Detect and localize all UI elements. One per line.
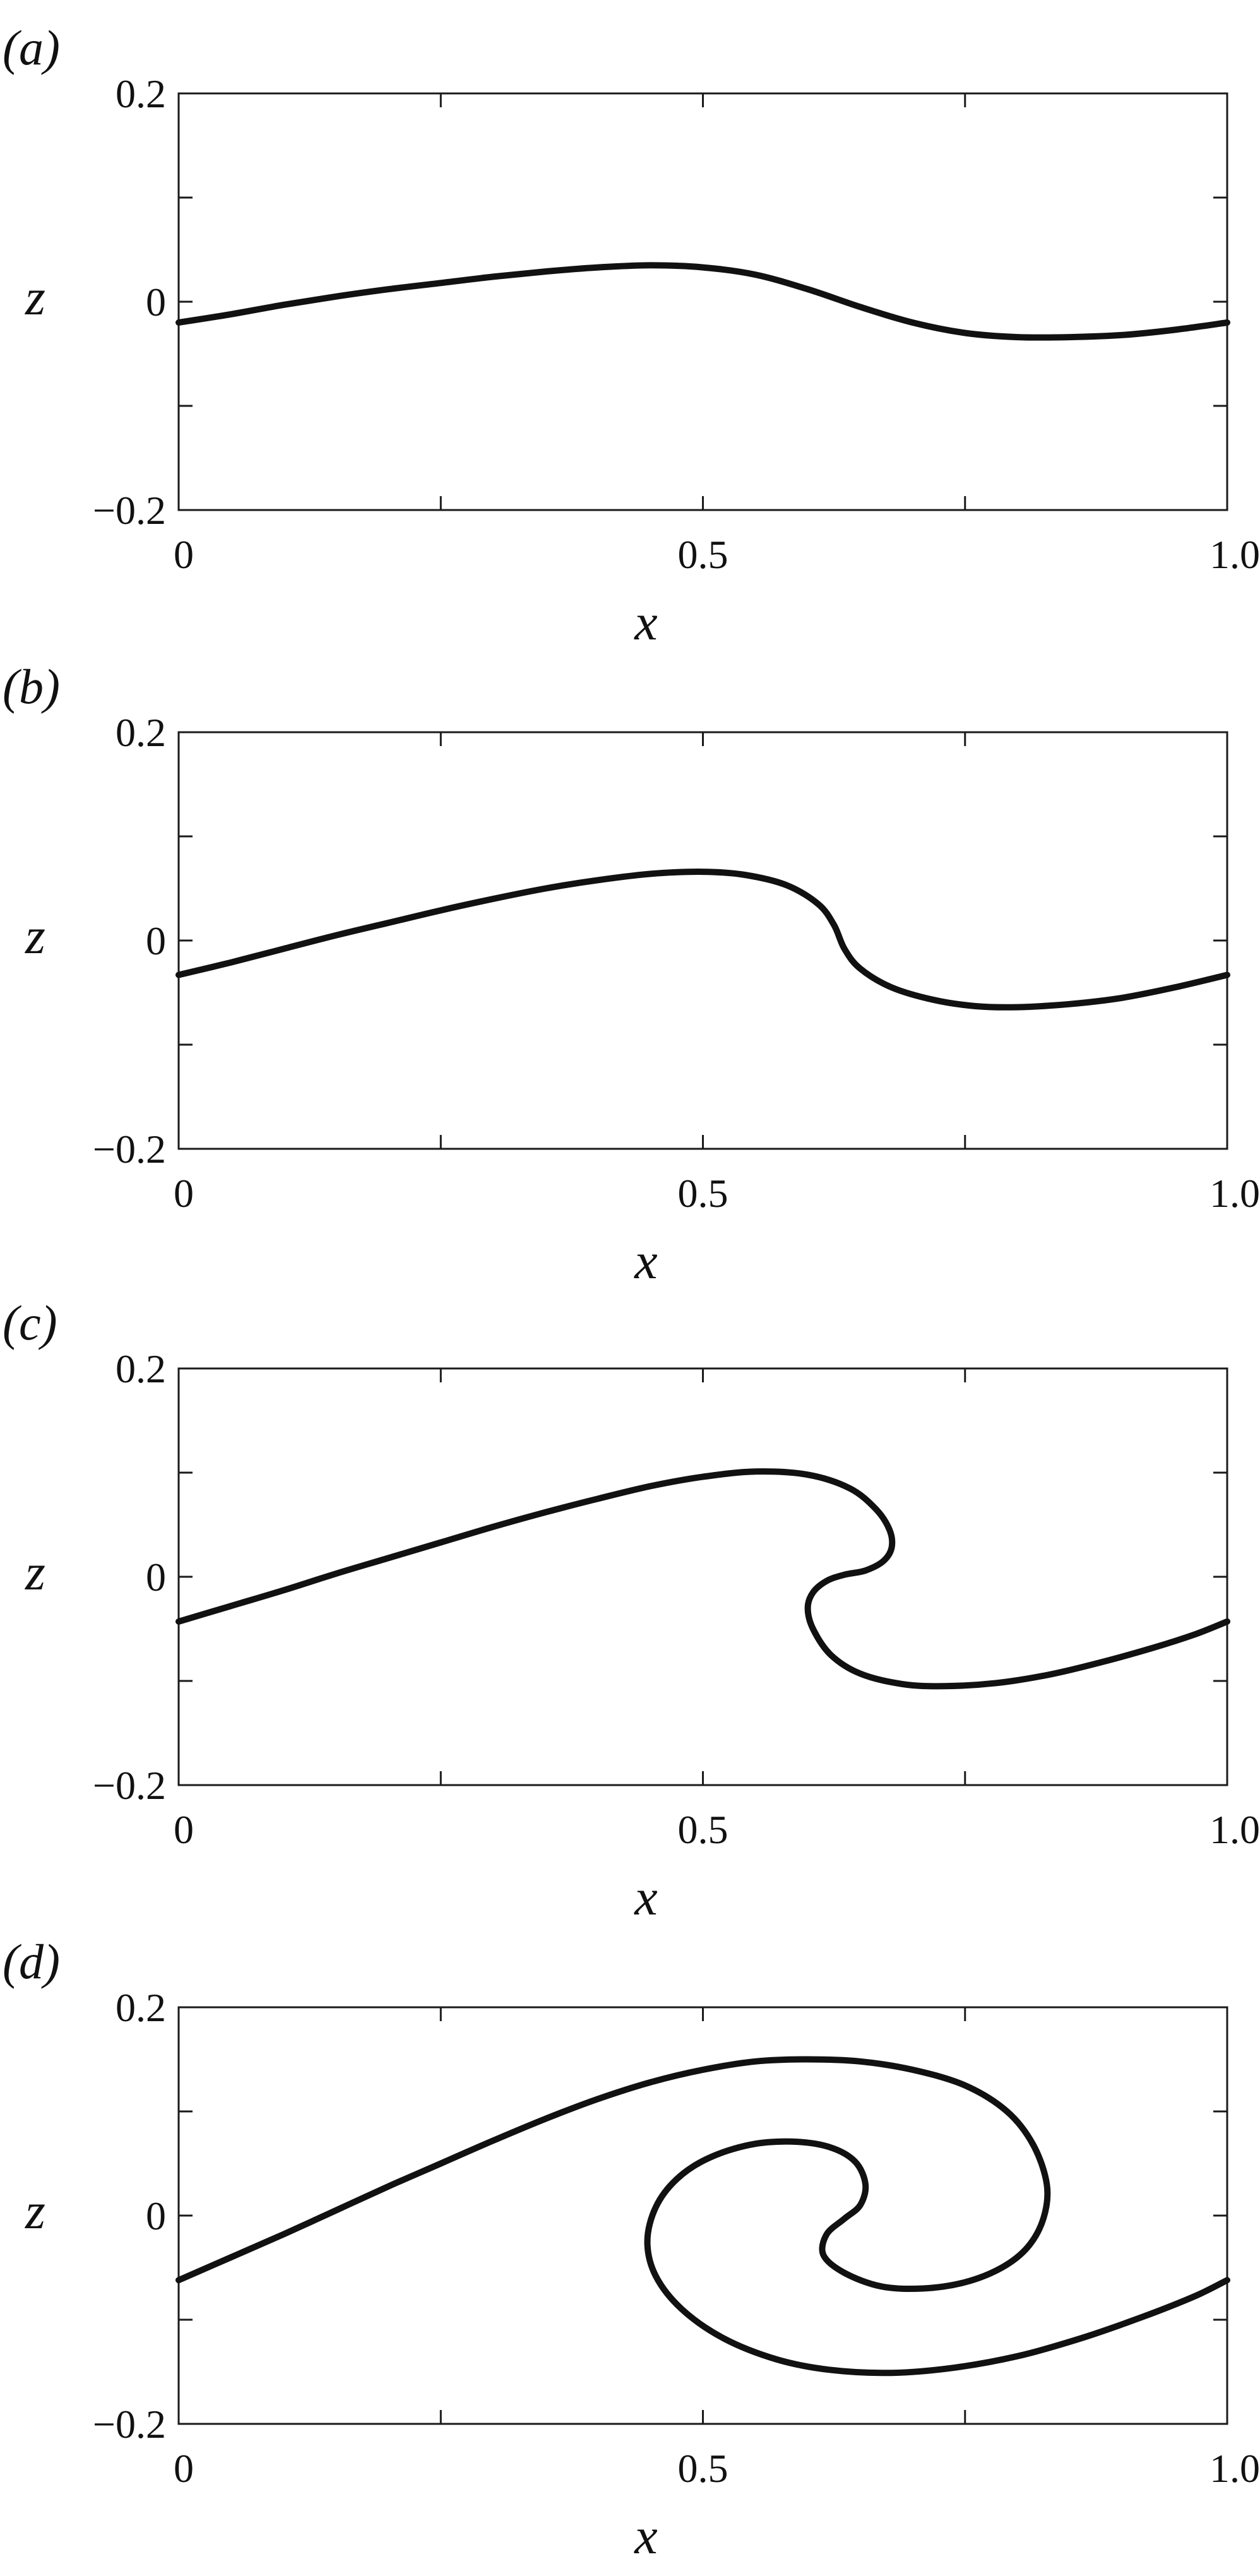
panel-label-a: (a)	[3, 20, 60, 75]
x-tick-label-a-0: 0	[174, 532, 194, 577]
panel-b: (b)0 0.5 1.00.20−0.2xz	[3, 659, 1260, 1290]
y-tick-label-d-1: 0	[146, 2193, 166, 2238]
y-tick-label-c-0: 0.2	[116, 1346, 166, 1391]
interface-curve-c	[175, 1468, 1230, 1690]
plot-frame-b	[177, 731, 1228, 1150]
y-tick-label-a-1: 0	[146, 280, 166, 324]
panel-label-d: (d)	[3, 1934, 60, 1989]
y-tick-label-c-1: 0	[146, 1555, 166, 1600]
x-tick-label-c-2: 1.0	[1209, 1807, 1260, 1852]
y-axis-label-b: z	[25, 907, 45, 965]
interface-curve-d	[175, 2056, 1230, 2377]
y-tick-label-d-0: 0.2	[116, 1985, 166, 2030]
x-tick-label-d-1: 0.5	[678, 2446, 728, 2491]
x-axis-label-c: x	[634, 1868, 657, 1926]
interface-curve-a	[175, 262, 1230, 341]
y-tick-label-c-2: −0.2	[93, 1763, 166, 1808]
x-tick-label-b-2: 1.0	[1209, 1171, 1260, 1216]
panel-label-b: (b)	[3, 659, 60, 714]
y-tick-label-d-2: −0.2	[93, 2402, 166, 2447]
x-tick-label-b-0: 0	[174, 1171, 194, 1216]
x-tick-label-b-1: 0.5	[678, 1171, 728, 1216]
panel-label-c: (c)	[3, 1295, 57, 1350]
y-tick-label-b-1: 0	[146, 918, 166, 963]
y-axis-label-d: z	[25, 2182, 45, 2240]
x-tick-label-d-0: 0	[174, 2446, 194, 2491]
x-tick-label-a-2: 1.0	[1209, 532, 1260, 577]
y-axis-label-c: z	[25, 1543, 45, 1601]
y-tick-label-a-0: 0.2	[116, 71, 166, 116]
plot-frame-a	[177, 92, 1228, 511]
y-axis-label-a: z	[25, 268, 45, 326]
panel-a: (a)0 0.5 1.00.20−0.2xz	[3, 20, 1260, 651]
x-tick-label-a-1: 0.5	[678, 532, 728, 577]
y-tick-label-a-2: −0.2	[93, 488, 166, 533]
x-tick-label-c-0: 0	[174, 1807, 194, 1852]
x-axis-label-b: x	[634, 1232, 657, 1290]
x-tick-label-c-1: 0.5	[678, 1807, 728, 1852]
x-tick-label-d-2: 1.0	[1209, 2446, 1260, 2491]
y-tick-label-b-0: 0.2	[116, 710, 166, 755]
panel-d: (d)0 0.5 1.00.20−0.2xz	[3, 1934, 1260, 2565]
panel-c: (c)0 0.5 1.00.20−0.2xz	[3, 1295, 1260, 1926]
x-axis-label-d: x	[634, 2507, 657, 2565]
y-tick-label-b-2: −0.2	[93, 1127, 166, 1172]
x-axis-label-a: x	[634, 593, 657, 651]
interface-curve-b	[175, 869, 1230, 1011]
